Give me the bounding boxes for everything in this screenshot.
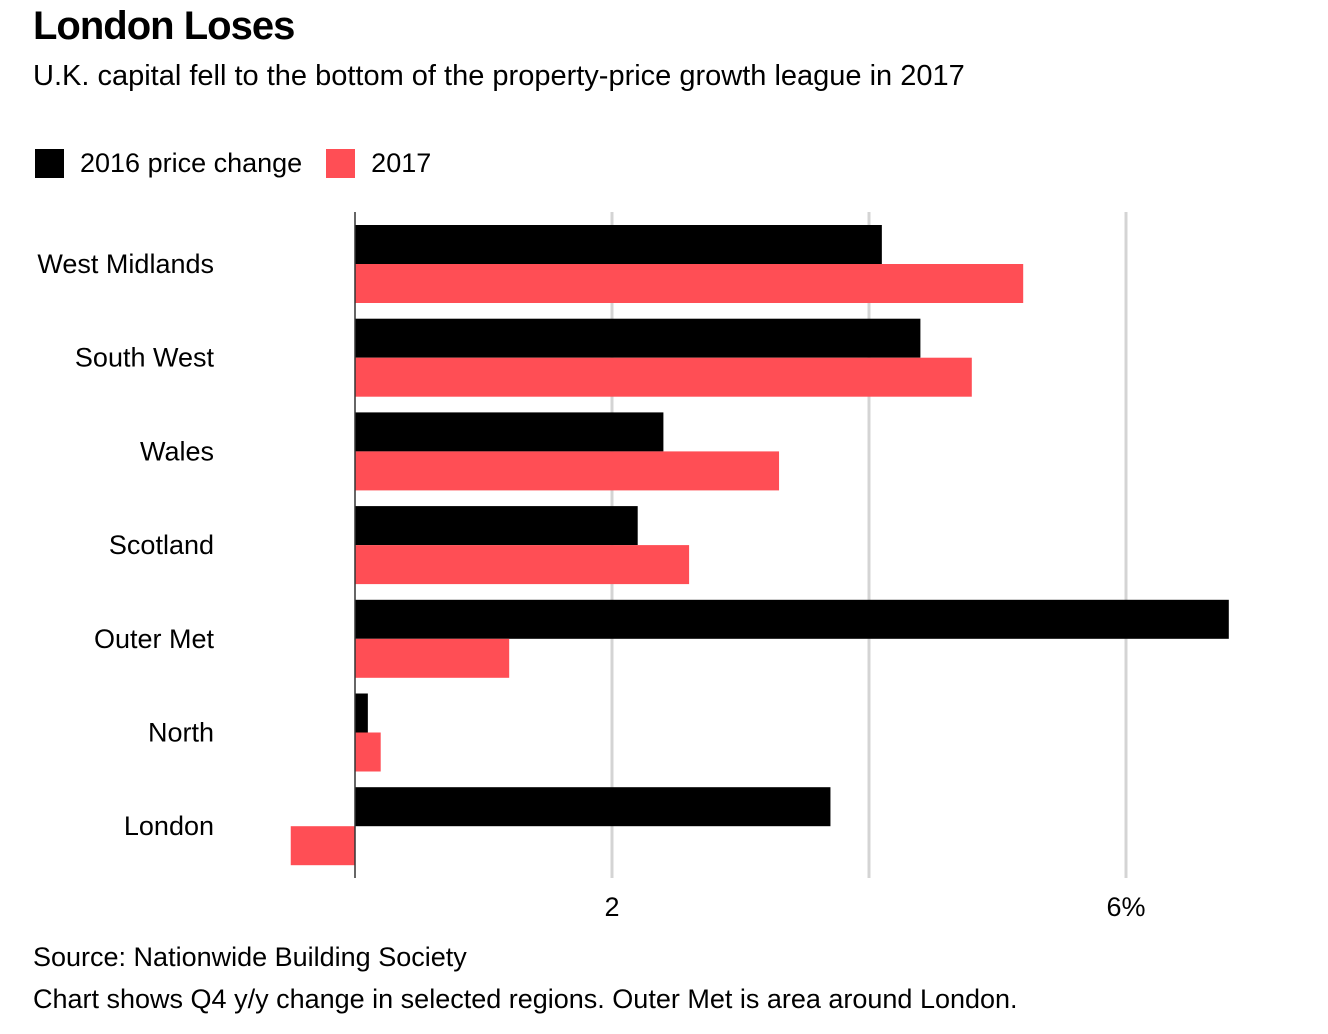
chart-note: Chart shows Q4 y/y change in selected re… [33, 984, 1018, 1014]
label-clip-mask [0, 240, 33, 280]
chart-subtitle: U.K. capital fell to the bottom of the p… [33, 60, 965, 92]
category-label: Scotland [109, 530, 214, 560]
bar-scotland-2016 [355, 506, 638, 546]
chart-title: London Loses [33, 4, 295, 48]
bar-north-2017 [355, 732, 381, 772]
bar-south-west-2017 [355, 357, 972, 397]
bar-outer-met-2016 [355, 599, 1229, 639]
category-label: London [124, 811, 214, 841]
bar-south-west-2016 [355, 318, 921, 358]
legend: 2016 price change 2017 [35, 148, 455, 179]
category-label: South West [75, 343, 215, 373]
x-tick-label: 2 [604, 892, 619, 922]
bar-london-2016 [355, 787, 831, 827]
legend-swatch-2017 [326, 149, 356, 178]
bar-wales-2017 [355, 451, 780, 491]
bar-west-midlands-2016 [355, 225, 882, 264]
bar-wales-2016 [355, 412, 664, 452]
source-note: Source: Nationwide Building Society [33, 942, 467, 972]
category-label: Outer Met [94, 624, 215, 654]
category-label: West Midlands [37, 249, 214, 279]
legend-label-2016: 2016 price change [80, 148, 303, 178]
x-tick-label: 6% [1106, 892, 1145, 922]
legend-item-2016: 2016 price change [35, 148, 302, 179]
bar-north-2016 [355, 693, 368, 733]
category-label: Wales [140, 436, 214, 466]
legend-swatch-2016 [35, 149, 64, 178]
bar-outer-met-2017 [355, 638, 510, 678]
legend-item-2017: 2017 [326, 148, 431, 179]
bar-london-2017 [290, 826, 355, 866]
category-label: North [148, 718, 214, 748]
legend-label-2017: 2017 [371, 148, 432, 178]
bar-scotland-2017 [355, 545, 690, 585]
bar-west-midlands-2017 [355, 264, 1024, 303]
